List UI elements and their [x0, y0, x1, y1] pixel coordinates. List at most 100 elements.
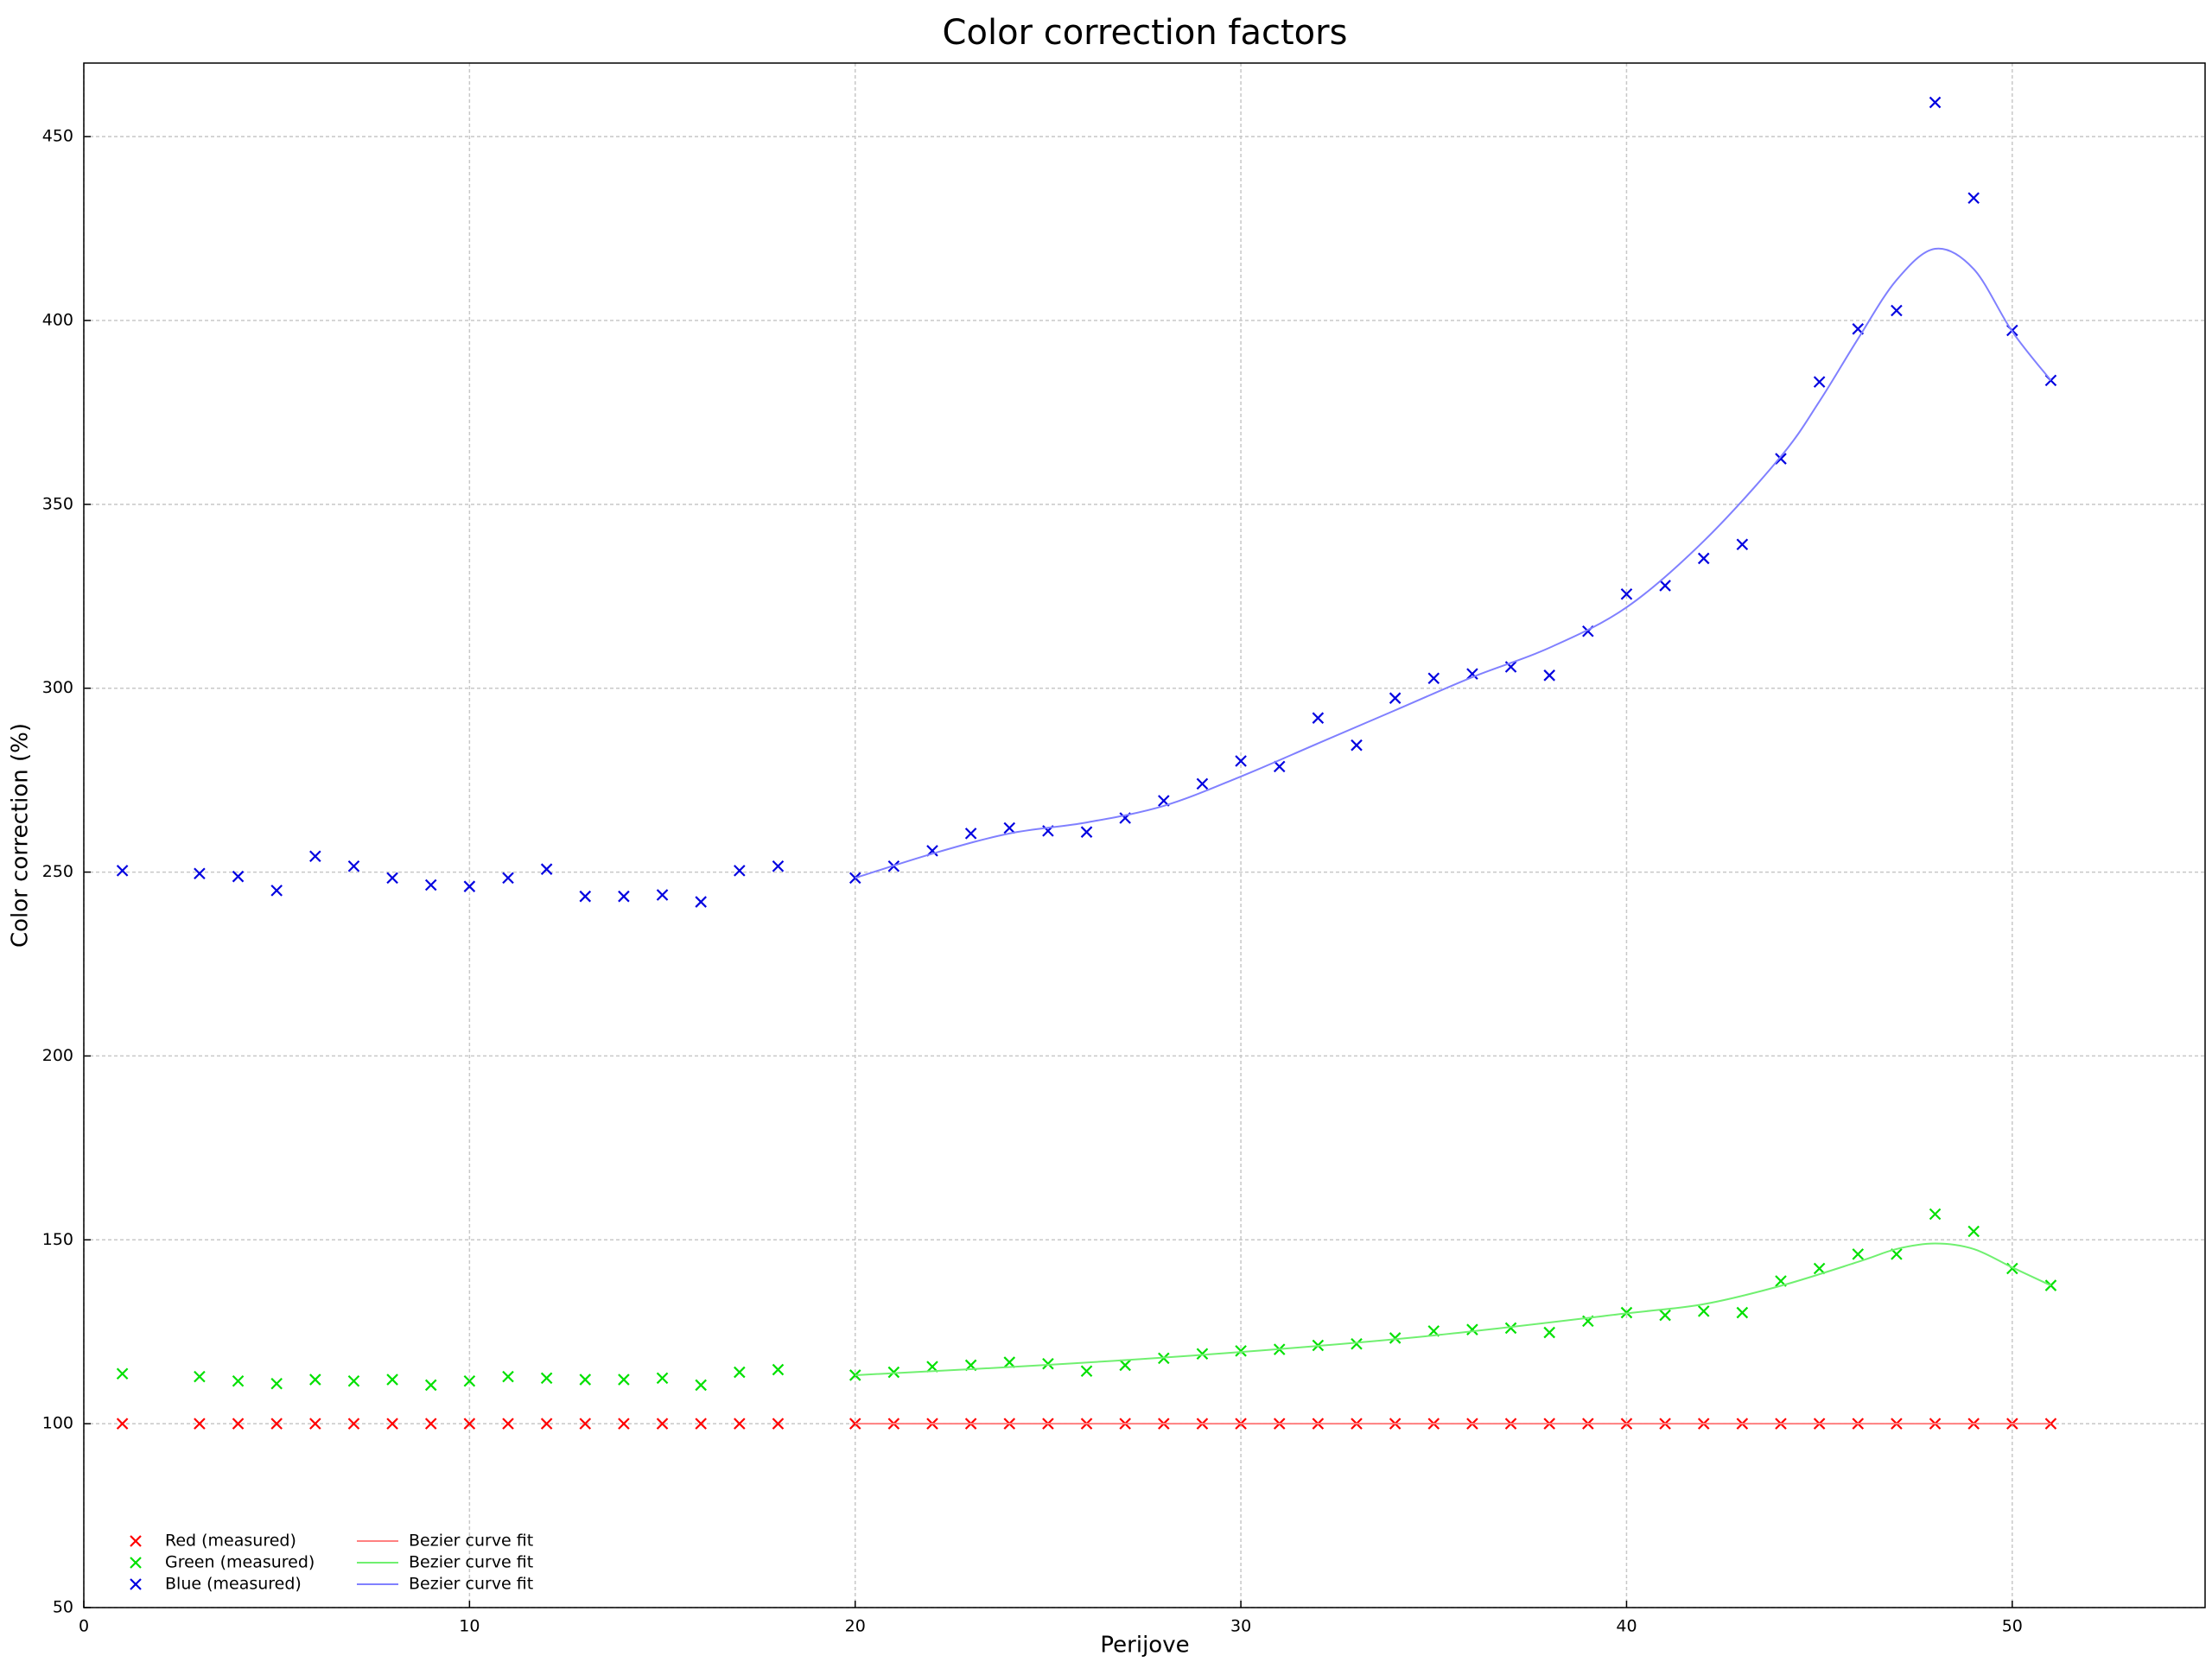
y-tick-label: 400: [42, 311, 73, 330]
marker: [656, 889, 669, 901]
marker: [887, 1366, 900, 1379]
x-tick-label: 10: [459, 1617, 480, 1636]
marker: [1235, 755, 1247, 767]
marker: [1967, 192, 1980, 205]
marker: [424, 1379, 437, 1392]
marker: [309, 1373, 321, 1386]
marker: [1003, 821, 1016, 834]
marker: [386, 872, 398, 885]
marker: [502, 872, 514, 885]
marker: [309, 1418, 321, 1430]
marker: [1427, 672, 1440, 684]
marker: [116, 1367, 129, 1380]
y-axis-label: Color correction (%): [8, 723, 34, 948]
marker: [1351, 1337, 1363, 1350]
marker: [1466, 1323, 1478, 1335]
legend-marker: [130, 1535, 142, 1547]
marker: [386, 1373, 398, 1386]
marker: [1543, 669, 1555, 682]
marker: [463, 880, 476, 892]
marker: [1543, 1326, 1555, 1339]
y-tick-label: 150: [42, 1230, 73, 1249]
marker: [1466, 668, 1478, 680]
marker: [1659, 580, 1671, 592]
marker: [1312, 712, 1325, 724]
marker: [734, 1418, 746, 1430]
marker: [964, 828, 977, 840]
legend-label: Bezier curve fit: [409, 1553, 533, 1572]
marker: [1196, 1348, 1209, 1361]
marker: [656, 1418, 669, 1430]
marker: [1852, 1248, 1865, 1260]
marker: [579, 890, 592, 903]
marker: [1042, 1357, 1054, 1370]
marker: [1659, 1309, 1671, 1322]
marker: [347, 1374, 360, 1387]
marker: [270, 1377, 283, 1390]
marker: [1003, 1356, 1016, 1368]
marker: [695, 1418, 707, 1430]
marker: [849, 1369, 861, 1381]
marker: [579, 1373, 592, 1386]
marker: [424, 879, 437, 891]
marker: [424, 1418, 437, 1430]
y-tick-label: 100: [42, 1414, 73, 1433]
marker: [309, 850, 321, 863]
marker: [1119, 1359, 1131, 1372]
marker: [1504, 1322, 1517, 1335]
marker: [1967, 1225, 1980, 1238]
x-tick-label: 0: [79, 1617, 89, 1636]
legend-label: Bezier curve fit: [409, 1532, 533, 1551]
marker: [540, 1372, 553, 1385]
legend-marker: [130, 1578, 142, 1590]
y-tick-label: 450: [42, 127, 73, 146]
marker: [849, 1418, 861, 1430]
marker: [116, 865, 129, 877]
marker: [1235, 1345, 1247, 1357]
marker: [1736, 1306, 1749, 1319]
marker: [1736, 538, 1749, 551]
marker: [579, 1418, 592, 1430]
marker: [347, 1418, 360, 1430]
marker: [1351, 739, 1363, 752]
marker: [386, 1418, 398, 1430]
marker: [1080, 1365, 1093, 1378]
marker: [347, 860, 360, 872]
fit-line: [855, 1242, 2051, 1376]
marker: [1813, 1262, 1826, 1275]
marker: [734, 865, 746, 877]
plot-frame: [83, 62, 2206, 1608]
marker: [656, 1372, 669, 1385]
marker: [1697, 1305, 1710, 1317]
marker: [1697, 552, 1710, 565]
marker: [1929, 96, 1942, 109]
marker: [270, 1418, 283, 1430]
marker: [116, 1418, 129, 1430]
marker: [695, 896, 707, 908]
fit-line: [855, 247, 2052, 879]
x-tick-label: 50: [2002, 1617, 2023, 1636]
marker: [772, 860, 785, 872]
marker: [270, 885, 283, 897]
marker: [232, 1418, 245, 1430]
marker: [695, 1379, 707, 1392]
marker: [772, 1418, 785, 1430]
marker: [1273, 760, 1286, 773]
marker: [540, 863, 553, 875]
marker: [1196, 777, 1209, 790]
x-tick-label: 30: [1230, 1617, 1251, 1636]
marker: [1389, 1332, 1402, 1344]
marker: [540, 1418, 553, 1430]
marker: [734, 1366, 746, 1379]
marker: [232, 1374, 245, 1387]
marker: [1891, 304, 1903, 317]
marker: [618, 1418, 630, 1430]
y-tick-label: 200: [42, 1046, 73, 1065]
chart-title: Color correction factors: [943, 13, 1348, 53]
legend-marker: [130, 1557, 142, 1569]
y-tick-label: 250: [42, 862, 73, 881]
marker: [502, 1418, 514, 1430]
